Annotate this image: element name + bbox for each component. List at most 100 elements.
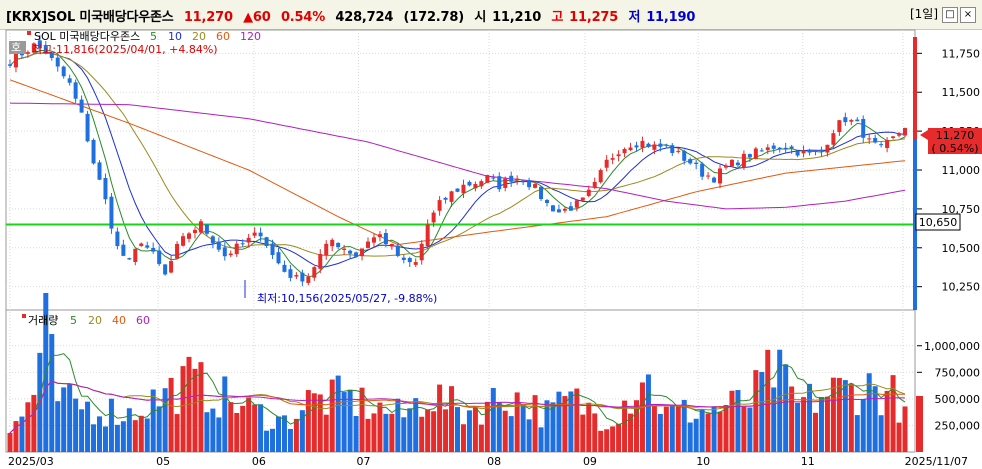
volume-legend: 거래량 5 20 40 60 — [22, 314, 150, 327]
volume-bar — [753, 370, 759, 452]
candle-down — [568, 206, 573, 211]
volume-bar — [353, 415, 359, 452]
price-tick-label: 11,000 — [942, 164, 981, 177]
volume-ratio: (172.78) — [403, 10, 465, 25]
x-tick-label: 08 — [487, 455, 501, 468]
candle-down — [658, 143, 663, 147]
volume-bar — [586, 402, 592, 452]
price-change-pct: 0.54% — [280, 10, 326, 25]
candle-down — [879, 144, 884, 146]
candle-down — [491, 177, 496, 179]
period-button[interactable]: [1일] — [909, 7, 939, 21]
candle-down — [73, 82, 78, 99]
candle-down — [109, 196, 114, 229]
volume-bar — [699, 408, 705, 452]
candle-down — [157, 250, 162, 264]
ma60-line — [9, 79, 906, 246]
x-tick-label: 07 — [356, 455, 370, 468]
candle-down — [264, 237, 269, 247]
volume-bar — [174, 414, 180, 452]
volume-bar — [389, 413, 395, 452]
candle-down — [222, 247, 227, 257]
volume-bar — [771, 387, 777, 452]
candle-up — [187, 233, 191, 239]
current-pct-label: ( 0.54%) — [931, 142, 978, 155]
candle-up — [485, 175, 490, 183]
candle-up — [580, 197, 585, 201]
volume-bar — [293, 418, 299, 452]
candle-up — [479, 181, 484, 187]
candle-up — [228, 253, 233, 256]
volume-bar — [210, 408, 216, 452]
candle-up — [753, 148, 758, 159]
volume-bar — [705, 413, 711, 452]
volume-ma-lines — [9, 353, 906, 434]
candle-up — [449, 191, 454, 202]
volume-bar — [371, 413, 377, 452]
candle-up — [13, 53, 18, 68]
volume-bar — [246, 397, 252, 452]
candle-up — [724, 165, 728, 168]
volume-bar — [180, 366, 186, 452]
volume-bar — [681, 399, 687, 452]
candle-up — [515, 178, 520, 181]
candle-up — [897, 134, 902, 136]
candle-up — [366, 241, 370, 248]
volume-bar — [347, 389, 353, 452]
max-note: 최고:11,816(2025/04/01, +4.84%) — [32, 43, 218, 56]
candle-down — [670, 145, 675, 154]
current-price-label: 11,270 — [936, 129, 975, 142]
volume-bar — [234, 412, 240, 452]
candle-down — [282, 264, 287, 272]
candle-down — [336, 242, 341, 248]
legend-toggle-icon[interactable] — [9, 41, 26, 54]
price-tick-label: 11,750 — [942, 47, 981, 60]
volume-bar — [79, 409, 85, 452]
volume-bar — [610, 426, 616, 452]
volume-bar — [747, 407, 753, 452]
volume-bar — [49, 334, 55, 452]
volume-bar — [669, 404, 675, 452]
volume-bar — [759, 371, 765, 452]
candle-down — [777, 147, 782, 150]
volume-bar — [299, 410, 305, 452]
candle-up — [706, 175, 711, 177]
candle-up — [640, 140, 645, 148]
volume-bar — [341, 392, 347, 452]
candle-up — [419, 243, 424, 261]
volume-bar — [872, 386, 878, 452]
volume-bar — [19, 416, 25, 452]
candle-up — [360, 248, 365, 257]
low-label: 저 — [628, 10, 641, 25]
candle-down — [550, 205, 555, 212]
volume-bar — [317, 394, 323, 452]
candle-up — [598, 170, 603, 183]
candle-up — [592, 181, 597, 188]
candle-up — [342, 248, 347, 250]
candle-down — [276, 252, 281, 264]
candle-down — [383, 233, 388, 245]
volume-bar — [401, 417, 407, 452]
volume-bar — [818, 397, 824, 452]
volume-bar — [67, 383, 73, 452]
volume-bar — [377, 402, 383, 452]
volume-bar — [168, 377, 174, 452]
price-tick-label: 10,250 — [942, 281, 981, 294]
restore-icon[interactable]: □ — [942, 7, 958, 23]
volume-bar — [443, 409, 449, 452]
candle-down — [771, 145, 776, 149]
volume-bar — [31, 394, 37, 452]
volume-bar — [663, 406, 669, 452]
volume-bar — [878, 415, 884, 452]
volume-bar — [568, 391, 574, 452]
candle-up — [831, 133, 836, 145]
candle-up — [867, 138, 872, 140]
candle-up — [234, 243, 239, 255]
volume-bar — [222, 376, 228, 452]
window-controls: [1일] □ × — [908, 7, 976, 23]
candle-up — [294, 275, 299, 277]
volume-bar — [102, 426, 108, 452]
volume-bar — [556, 391, 562, 452]
volume-bar — [216, 417, 222, 452]
close-icon[interactable]: × — [960, 7, 976, 23]
